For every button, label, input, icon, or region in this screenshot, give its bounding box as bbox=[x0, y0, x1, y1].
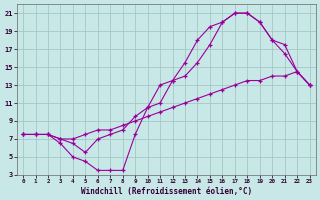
X-axis label: Windchill (Refroidissement éolien,°C): Windchill (Refroidissement éolien,°C) bbox=[81, 187, 252, 196]
